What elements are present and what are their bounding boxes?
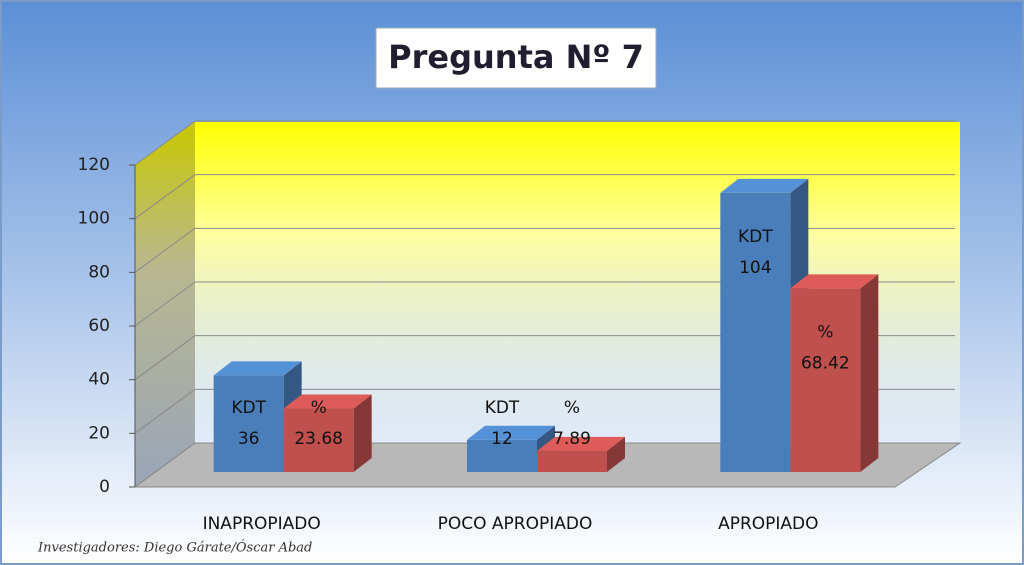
data-label: 23.68 <box>294 429 343 449</box>
data-label-name: KDT <box>738 227 773 247</box>
bar <box>283 408 354 472</box>
data-label: 104 <box>739 258 771 278</box>
bar <box>720 192 791 472</box>
bar-top <box>720 178 809 193</box>
x-tick-label: INAPROPIADO <box>203 514 321 534</box>
data-label: 12 <box>491 429 513 449</box>
y-tick-label: 40 <box>88 370 110 390</box>
bar-side <box>607 436 625 472</box>
grid-line <box>134 120 196 166</box>
data-label-name: KDT <box>231 398 266 418</box>
x-tick-label: APROPIADO <box>718 514 818 534</box>
chart-title: Pregunta Nº 7 <box>388 38 644 76</box>
data-label-name: % <box>311 398 327 418</box>
grid-line <box>134 388 196 434</box>
data-label-name: KDT <box>485 398 520 418</box>
bar <box>537 450 607 472</box>
bar <box>213 375 284 472</box>
data-label: 36 <box>238 429 260 449</box>
bar-top <box>213 361 302 376</box>
grid-line <box>134 442 196 488</box>
y-tick-label: 20 <box>88 423 110 443</box>
bar-top <box>467 425 555 440</box>
data-label: 7.89 <box>553 429 591 449</box>
y-tick-label: 80 <box>88 262 110 282</box>
y-tick-label: 120 <box>78 155 110 175</box>
y-tick-label: 0 <box>99 477 110 497</box>
bar-top <box>283 394 372 409</box>
bar <box>790 288 861 472</box>
data-label-name: % <box>817 322 833 342</box>
title-box <box>375 27 657 89</box>
y-tick-label: 100 <box>78 209 110 229</box>
y-tick-label: 60 <box>88 316 110 336</box>
grid-line <box>134 335 196 381</box>
x-tick-label: POCO APROPIADO <box>438 514 593 534</box>
data-label-name: % <box>564 398 580 418</box>
grid-line <box>134 227 196 273</box>
bar-side <box>353 394 372 472</box>
bar <box>467 439 537 472</box>
bar-top <box>537 436 625 451</box>
data-label: 68.42 <box>801 353 850 373</box>
grid-line <box>134 174 196 220</box>
footer: Investigadores: Diego Gárate/Óscar Abad <box>37 539 312 556</box>
grid-line <box>134 281 196 327</box>
bar-side <box>860 274 879 472</box>
bar-top <box>790 274 879 289</box>
